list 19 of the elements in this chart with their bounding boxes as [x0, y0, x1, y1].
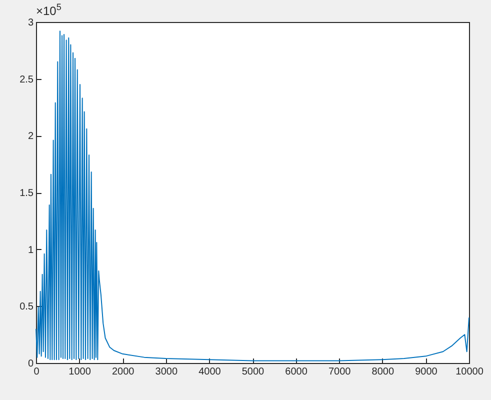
y-tick-label: 3 — [28, 18, 34, 28]
y-tick-label: 2.5 — [20, 74, 34, 86]
y-tick-label: 1 — [28, 244, 34, 256]
x-tick-label: 4000 — [198, 366, 222, 378]
x-tick-label: 6000 — [285, 366, 308, 378]
x-tick-label: 8000 — [372, 366, 394, 378]
x-tick-label: 10000 — [456, 366, 484, 378]
line-series — [36, 30, 470, 362]
y-tick-label: 1.5 — [20, 188, 34, 199]
y-tick-label: 0.5 — [20, 302, 34, 313]
text: ×10$^{5}$ — [36, 2, 62, 18]
x-tick-label: 2000 — [112, 366, 135, 378]
y-tick-label: 2 — [28, 131, 34, 142]
x-tick-label: 9000 — [415, 366, 438, 378]
x-tick-label: 7000 — [328, 366, 352, 378]
y-tick-label: 0 — [28, 358, 34, 370]
x-tick-label: 3000 — [155, 366, 178, 378]
x-tick-label: 5000 — [242, 366, 265, 378]
x-tick-label: 1000 — [68, 366, 92, 378]
